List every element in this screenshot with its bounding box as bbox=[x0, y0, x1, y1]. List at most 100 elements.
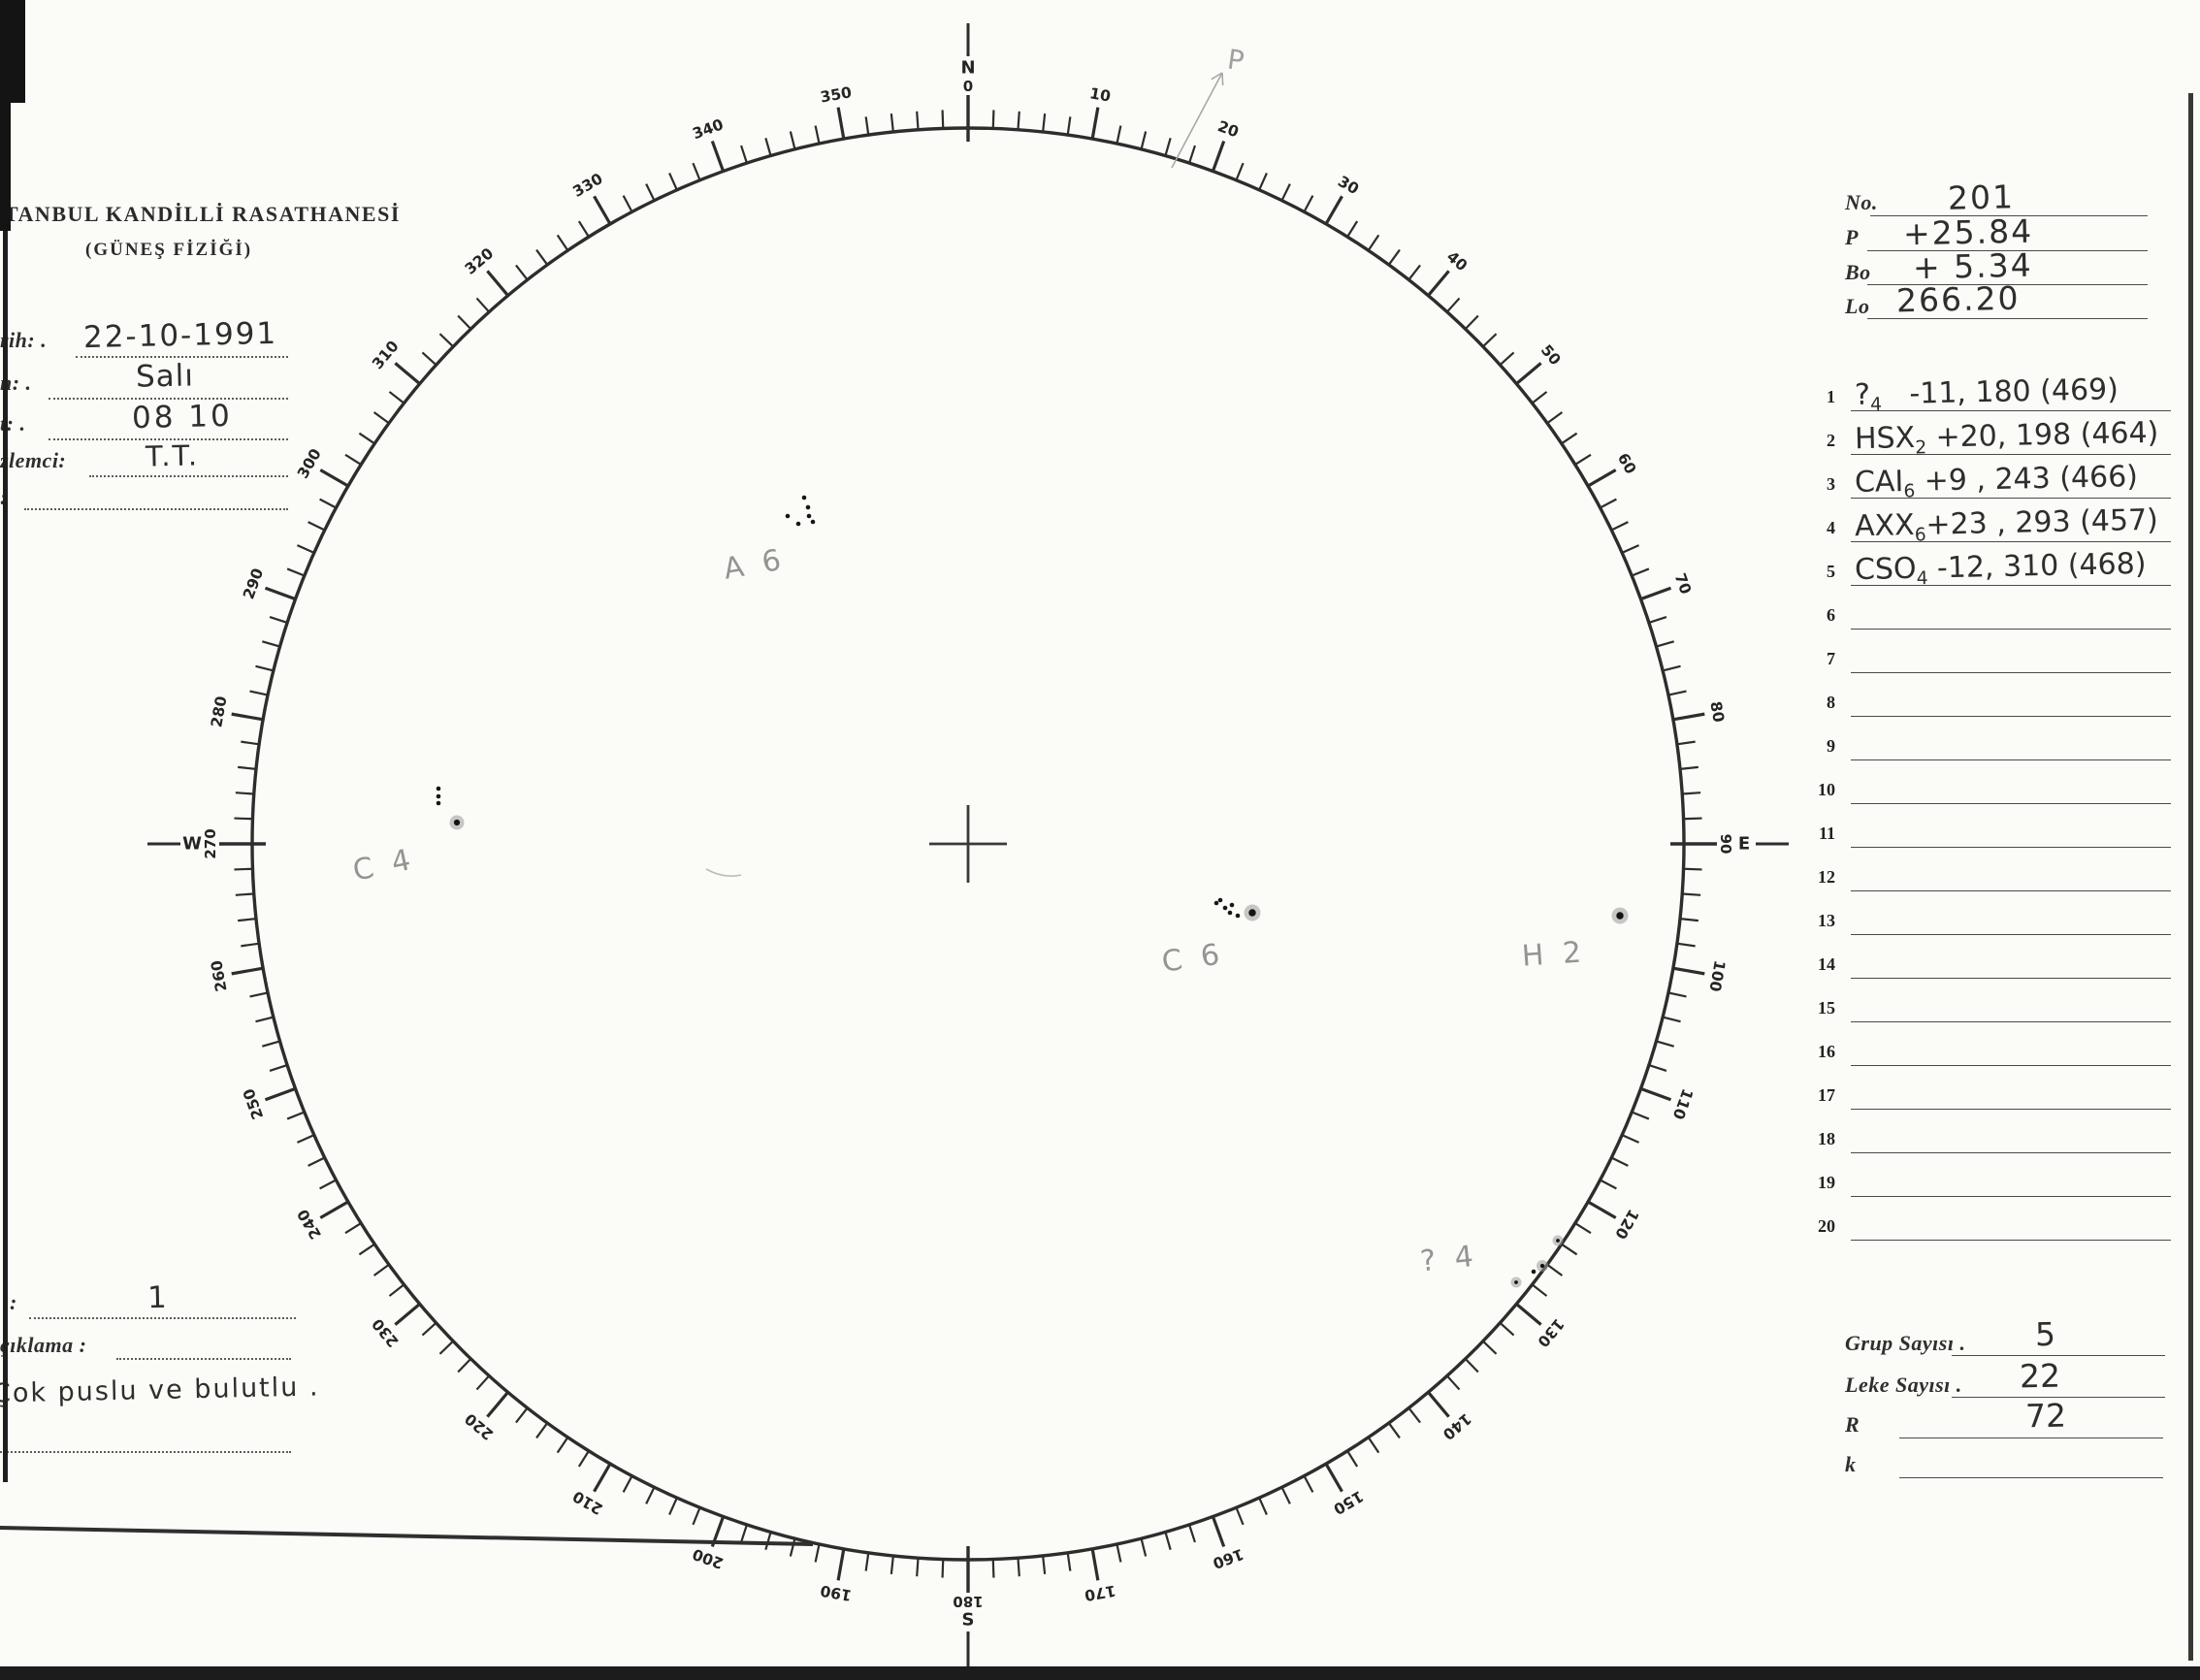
dial-minor-tick bbox=[307, 521, 326, 532]
ephemeris-value: 266.20 bbox=[1895, 278, 2021, 320]
summary-value: 72 bbox=[2024, 1396, 2067, 1436]
field-dotted-line bbox=[89, 475, 288, 477]
group-row-number: 3 bbox=[1827, 474, 1835, 494]
dial-minor-tick bbox=[991, 1559, 995, 1578]
dial-major-tick bbox=[1211, 1515, 1226, 1548]
group-row-number: 1 bbox=[1827, 387, 1835, 406]
dial-minor-tick bbox=[234, 867, 253, 871]
group-row-line bbox=[1851, 498, 2171, 499]
field-dotted-line bbox=[76, 356, 288, 358]
dial-minor-tick bbox=[1667, 991, 1687, 998]
dial-minor-tick bbox=[1662, 1016, 1681, 1023]
group-row-line bbox=[1851, 1109, 2171, 1110]
group-row-line bbox=[1851, 410, 2171, 411]
dial-minor-tick bbox=[1280, 183, 1291, 202]
group-pencil-label: H 2 bbox=[1521, 935, 1587, 974]
dial-minor-tick bbox=[535, 248, 549, 266]
sunspot-dot bbox=[436, 793, 441, 799]
dial-minor-tick bbox=[1346, 220, 1359, 238]
dial-minor-tick bbox=[1561, 1243, 1578, 1256]
dial-degree-label: 260 bbox=[208, 958, 230, 992]
group-subscript: 4 bbox=[1916, 568, 1928, 590]
dial-minor-tick bbox=[740, 1524, 748, 1543]
dial-degree-label: 70 bbox=[1671, 571, 1695, 598]
dial-minor-tick bbox=[344, 1222, 362, 1235]
observatory-title: TANBUL KANDİLLİ RASATHANESİ bbox=[4, 202, 401, 226]
dial-minor-tick bbox=[1482, 333, 1498, 348]
group-pencil-label: A 6 bbox=[721, 542, 788, 587]
dial-minor-tick bbox=[286, 1111, 306, 1120]
dial-degree-label: 220 bbox=[462, 1409, 498, 1443]
dial-minor-tick bbox=[1676, 740, 1696, 746]
dial-degree-label: 310 bbox=[369, 338, 403, 373]
dial-minor-tick bbox=[941, 110, 945, 129]
dial-degree-label: 100 bbox=[1705, 959, 1728, 993]
dial-minor-tick bbox=[864, 1552, 870, 1571]
dial-major-tick bbox=[394, 362, 421, 385]
dial-minor-tick bbox=[622, 1475, 633, 1493]
dial-minor-tick bbox=[668, 172, 678, 191]
count-field-value: 1 bbox=[146, 1279, 168, 1316]
group-values: +9 , 243 (466) bbox=[1914, 459, 2139, 499]
ephemeris-label: Lo bbox=[1845, 294, 1870, 318]
dial-major-tick bbox=[264, 586, 297, 601]
summary-label: Grup Sayısı . bbox=[1845, 1331, 1966, 1355]
dial-minor-tick bbox=[1610, 521, 1629, 532]
scan-edge-right bbox=[2188, 93, 2193, 1661]
group-pencil-label: C 4 bbox=[350, 842, 418, 888]
group-values: -11, 180 (469) bbox=[1881, 372, 2119, 412]
dial-cardinal-letter: W bbox=[182, 834, 202, 855]
group-row-line bbox=[1851, 585, 2171, 586]
field-value: T.T. bbox=[145, 438, 200, 473]
dial-major-tick bbox=[1427, 270, 1450, 297]
dial-minor-tick bbox=[991, 110, 995, 129]
dial-minor-tick bbox=[1303, 1475, 1314, 1493]
dial-degree-label: 110 bbox=[1669, 1086, 1697, 1122]
field-dotted-line bbox=[49, 438, 288, 440]
dial-major-tick bbox=[394, 1303, 421, 1326]
group-row-number: 20 bbox=[1818, 1216, 1835, 1236]
dial-major-tick bbox=[231, 712, 264, 722]
dial-minor-tick bbox=[916, 111, 920, 130]
field-value: Salı bbox=[135, 358, 195, 395]
dial-major-tick bbox=[486, 270, 509, 297]
dial-major-tick bbox=[593, 1463, 612, 1493]
dial-minor-tick bbox=[238, 765, 257, 770]
dial-minor-tick bbox=[1621, 1134, 1640, 1144]
sunspot-dot bbox=[801, 495, 807, 501]
dial-minor-tick bbox=[344, 453, 362, 466]
dial-minor-tick bbox=[475, 297, 490, 313]
dial-minor-tick bbox=[1531, 1283, 1548, 1297]
dial-minor-tick bbox=[577, 220, 590, 238]
group-row-number: 9 bbox=[1827, 736, 1835, 756]
dial-major-tick bbox=[319, 468, 349, 488]
ephemeris-label: Bo bbox=[1845, 260, 1871, 284]
dial-minor-tick bbox=[1042, 113, 1047, 133]
group-row-line bbox=[1851, 1196, 2171, 1197]
dial-minor-tick bbox=[1610, 1156, 1629, 1167]
sunspot-dot bbox=[1229, 902, 1235, 908]
field-label: zlemci: bbox=[0, 448, 67, 472]
dial-minor-tick bbox=[307, 1156, 326, 1167]
dial-minor-tick bbox=[235, 792, 254, 795]
dial-minor-tick bbox=[1017, 1558, 1020, 1577]
group-row-line bbox=[1851, 890, 2171, 891]
group-values: +20, 198 (464) bbox=[1925, 415, 2159, 455]
dial-minor-tick bbox=[814, 125, 821, 145]
dial-minor-tick bbox=[1464, 314, 1479, 330]
dial-minor-tick bbox=[1258, 172, 1268, 191]
group-designation: ? bbox=[1854, 377, 1871, 412]
dial-degree-label: 200 bbox=[690, 1545, 726, 1572]
dial-cardinal-degree: 270 bbox=[202, 828, 219, 858]
dial-degree-label: 240 bbox=[294, 1206, 325, 1242]
dial-degree-label: 320 bbox=[462, 244, 498, 278]
dial-major-tick bbox=[1672, 712, 1705, 722]
dial-minor-tick bbox=[457, 1358, 472, 1373]
dial-minor-tick bbox=[1682, 792, 1701, 795]
dial-major-tick bbox=[1090, 107, 1100, 140]
dial-minor-tick bbox=[235, 892, 254, 896]
dial-minor-tick bbox=[286, 567, 306, 577]
group-row-entry: HSX2 +20, 198 (464) bbox=[1855, 416, 2159, 460]
dial-minor-tick bbox=[814, 1543, 821, 1563]
group-subscript: 6 bbox=[1903, 481, 1916, 502]
